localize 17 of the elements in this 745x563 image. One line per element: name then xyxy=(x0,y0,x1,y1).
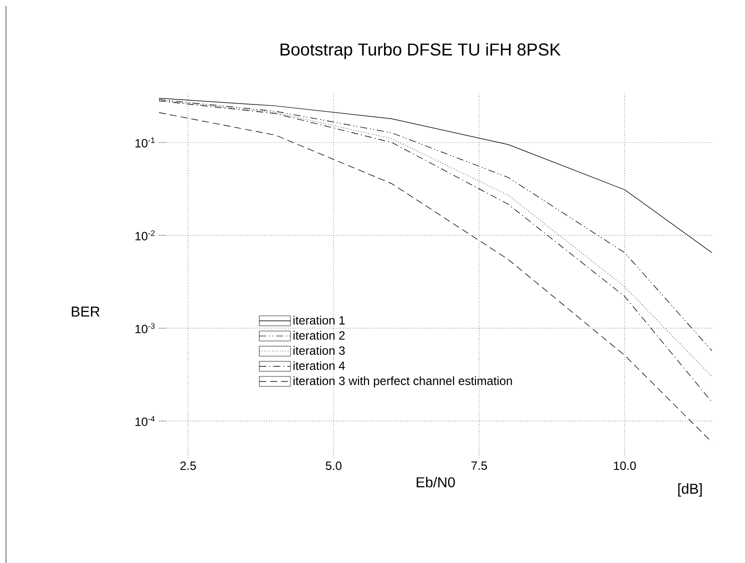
legend-label: iteration 1 xyxy=(294,316,345,324)
x-tick-label: 7.5 xyxy=(471,461,487,470)
y-axis-title: BER xyxy=(72,306,100,316)
x-axis-title: Eb/N0 xyxy=(416,476,455,488)
y-tick-label: 10$^{-4}$ xyxy=(136,416,155,426)
x-tick-label: 2.5 xyxy=(180,461,196,470)
text: [dB] xyxy=(678,483,702,497)
x-tick-label: 5.0 xyxy=(326,461,342,470)
y-tick-label: 10$^{-2}$ xyxy=(136,230,155,240)
legend-label: iteration 3 xyxy=(294,346,345,355)
y-tick-label: 10$^{-1}$ xyxy=(136,137,155,148)
legend-label: iteration 2 xyxy=(294,330,345,340)
chart-title: Bootstrap Turbo DFSE TU iFH 8PSK xyxy=(280,42,561,59)
legend-label: iteration 3 with perfect channel estimation xyxy=(294,376,512,388)
x-tick-label: 10.0 xyxy=(614,461,636,470)
legend-label: iteration 4 xyxy=(294,361,345,370)
y-tick-label: 10$^{-3}$ xyxy=(136,323,155,334)
